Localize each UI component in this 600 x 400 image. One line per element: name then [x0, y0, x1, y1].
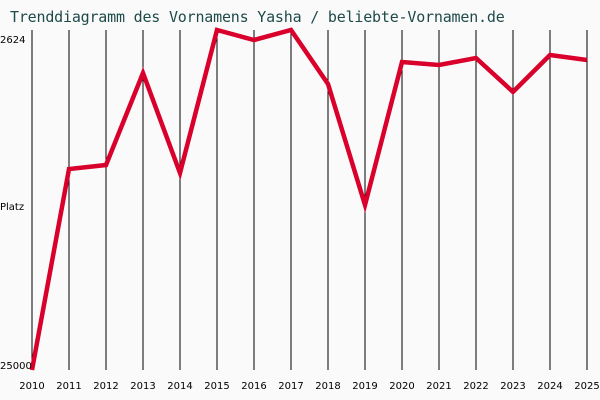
- x-axis-label-2019: 2019: [352, 381, 378, 392]
- x-axis-label-2023: 2023: [500, 381, 526, 392]
- x-axis-label-2017: 2017: [278, 381, 304, 392]
- y-axis-title: Platz: [0, 202, 25, 213]
- x-axis-label-2018: 2018: [315, 381, 341, 392]
- x-axis-label-2020: 2020: [389, 381, 415, 392]
- y-axis-top-label: 2624: [0, 35, 26, 46]
- x-axis-label-2024: 2024: [537, 381, 563, 392]
- x-axis-label-2013: 2013: [130, 381, 156, 392]
- x-axis-label-2016: 2016: [241, 381, 267, 392]
- x-axis-label-2015: 2015: [204, 381, 230, 392]
- x-axis-label-2014: 2014: [167, 381, 193, 392]
- x-axis-label-2011: 2011: [56, 381, 82, 392]
- trend-line: [29, 27, 588, 371]
- y-axis-bottom-label: 25000: [0, 361, 32, 372]
- x-axis-label-2022: 2022: [463, 381, 489, 392]
- chart-title: Trenddiagramm des Vornamens Yasha / beli…: [10, 8, 505, 26]
- x-axis-label-2010: 2010: [19, 381, 45, 392]
- x-axis-label-2012: 2012: [93, 381, 119, 392]
- x-axis-label-2025: 2025: [574, 381, 600, 392]
- x-axis-label-2021: 2021: [426, 381, 452, 392]
